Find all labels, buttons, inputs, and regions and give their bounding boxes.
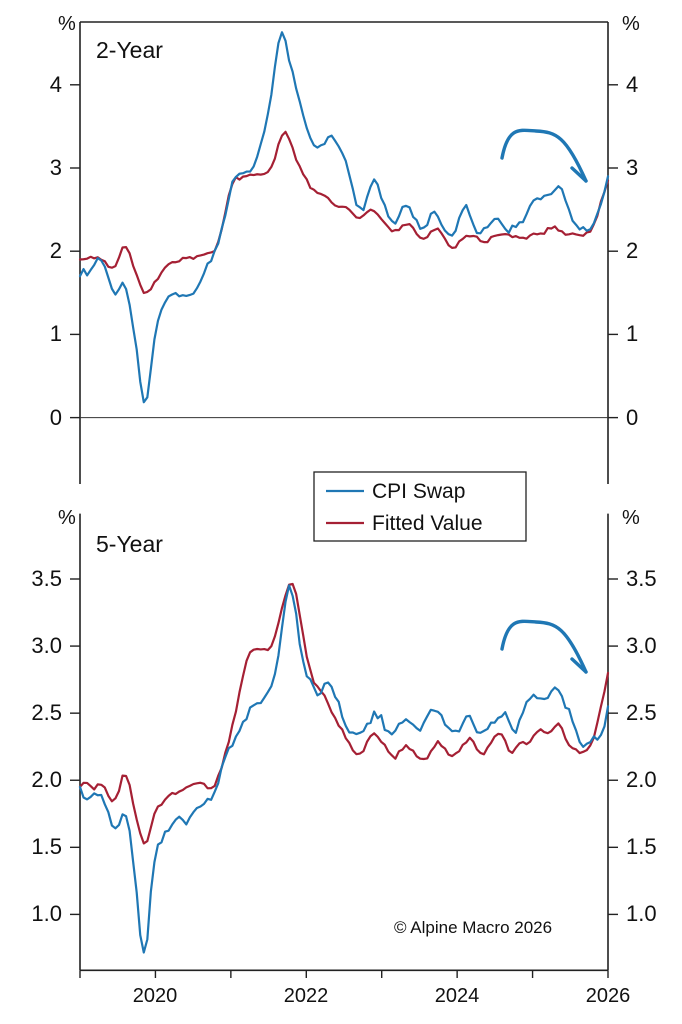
svg-text:1.0: 1.0 xyxy=(626,901,657,926)
svg-text:1.5: 1.5 xyxy=(31,834,62,859)
svg-text:3.0: 3.0 xyxy=(626,633,657,658)
svg-text:3: 3 xyxy=(50,155,62,180)
svg-text:4: 4 xyxy=(50,72,62,97)
svg-text:2026: 2026 xyxy=(586,985,631,1007)
svg-text:1: 1 xyxy=(50,321,62,346)
svg-text:2024: 2024 xyxy=(435,985,480,1007)
svg-text:2: 2 xyxy=(50,238,62,263)
svg-text:2022: 2022 xyxy=(284,985,329,1007)
svg-text:3.0: 3.0 xyxy=(31,633,62,658)
svg-text:%: % xyxy=(622,13,640,35)
svg-text:%: % xyxy=(58,507,76,529)
svg-text:2.5: 2.5 xyxy=(31,700,62,725)
svg-text:3.5: 3.5 xyxy=(31,566,62,591)
svg-text:3: 3 xyxy=(626,155,638,180)
svg-text:2-Year: 2-Year xyxy=(96,37,163,63)
svg-text:0: 0 xyxy=(626,405,638,430)
svg-text:2.0: 2.0 xyxy=(31,767,62,792)
svg-text:%: % xyxy=(622,507,640,529)
svg-text:Fitted Value: Fitted Value xyxy=(372,512,483,535)
svg-text:2.0: 2.0 xyxy=(626,767,657,792)
svg-text:2.5: 2.5 xyxy=(626,700,657,725)
svg-text:2: 2 xyxy=(626,238,638,263)
svg-text:1: 1 xyxy=(626,321,638,346)
svg-text:0: 0 xyxy=(50,405,62,430)
svg-text:1.5: 1.5 xyxy=(626,834,657,859)
svg-text:2020: 2020 xyxy=(133,985,178,1007)
svg-text:5-Year: 5-Year xyxy=(96,531,163,557)
svg-text:CPI Swap: CPI Swap xyxy=(372,480,465,503)
svg-text:%: % xyxy=(58,13,76,35)
svg-text:© Alpine Macro 2026: © Alpine Macro 2026 xyxy=(394,918,552,937)
svg-text:1.0: 1.0 xyxy=(31,901,62,926)
svg-text:3.5: 3.5 xyxy=(626,566,657,591)
svg-text:4: 4 xyxy=(626,72,638,97)
